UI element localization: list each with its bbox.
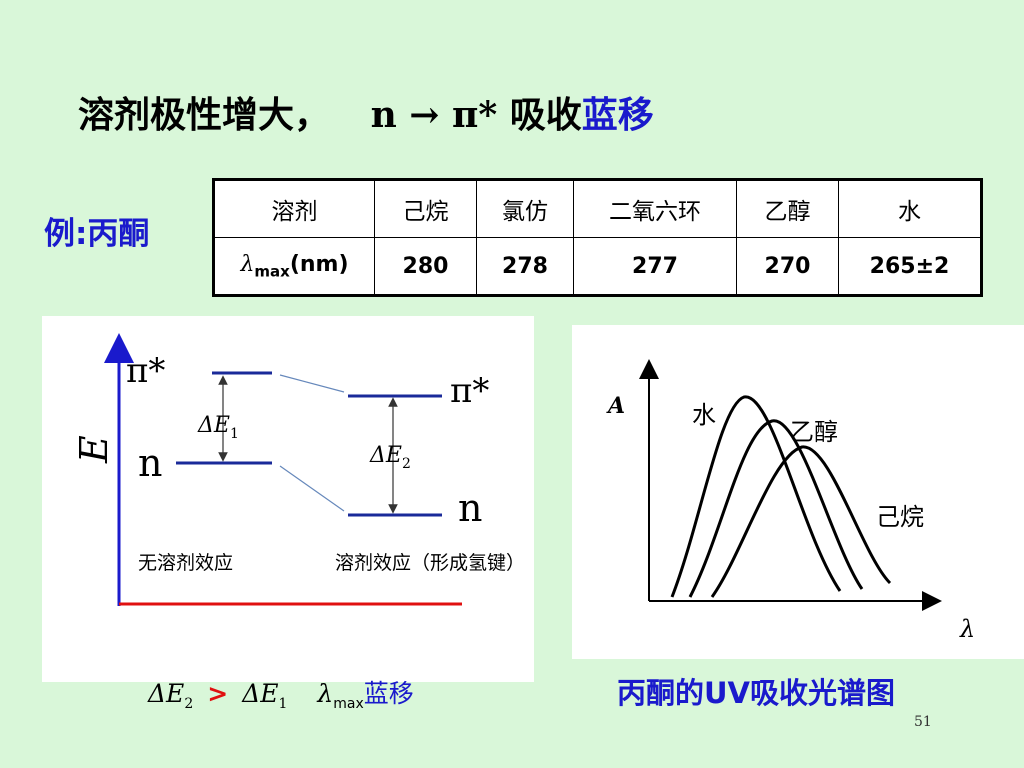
absorbance-label: A (606, 393, 625, 419)
comparison-line: ΔE2 > ΔE1 λmax蓝移 (148, 674, 414, 712)
n-label-right: n (458, 486, 482, 530)
table-header-cell: 己烷 (374, 179, 477, 238)
page-number: 51 (914, 714, 932, 730)
delta-e1-label: ΔE1 (197, 413, 239, 442)
table-header-cell: 溶剂 (213, 179, 375, 238)
water-curve (670, 395, 842, 598)
pi-star-connector (279, 374, 345, 393)
table-cell: 265±2 (838, 237, 982, 296)
table-cell: 277 (573, 237, 737, 296)
unit-label: (nm) (289, 251, 349, 277)
blue-shift-label: 蓝移 (363, 679, 414, 708)
uv-spectrum-panel: A λ 水 乙醇 己烷 (572, 325, 1024, 659)
energy-axis-label: E (72, 435, 116, 464)
no-solvent-caption: 无溶剂效应 (138, 552, 233, 574)
delta-e1-sub: 1 (278, 696, 288, 712)
spectrum-caption: 丙酮的UV吸收光谱图 (617, 676, 895, 710)
n-label-left: n (138, 441, 162, 485)
uv-spectrum: A λ 水 乙醇 己烷 (606, 359, 975, 643)
title-emphasis: 蓝移 (581, 95, 654, 136)
row-label-cell: λmax(nm) (213, 237, 375, 296)
title-transition: n → π* (370, 94, 498, 136)
table-cell: 278 (476, 237, 574, 296)
delta-e1-symbol: ΔE (242, 679, 279, 708)
title-mid: 吸收 (509, 95, 582, 136)
hexane-label: 己烷 (876, 503, 924, 531)
energy-diagram: E π* n π* n ΔE1 ΔE2 无溶剂效应 溶剂效应（形成氢键） (72, 333, 525, 606)
hexane-curve (710, 445, 892, 598)
lambda-symbol: λ (240, 251, 255, 277)
table-header-row: 溶剂 己烷 氯仿 二氧六环 乙醇 水 (213, 179, 982, 238)
wavelength-label: λ (959, 615, 975, 643)
slide-title: 溶剂极性增大， n → π* 吸收蓝移 (78, 86, 654, 138)
title-prefix: 溶剂极性增大， (78, 95, 331, 136)
table-cell: 280 (374, 237, 477, 296)
pi-star-label-right: π* (450, 371, 489, 411)
table-header-cell: 氯仿 (476, 179, 574, 238)
solvent-effect-caption: 溶剂效应（形成氢键） (335, 552, 525, 574)
lambda-max-sub: max (333, 696, 364, 712)
table-header-cell: 乙醇 (736, 179, 839, 238)
water-label: 水 (692, 401, 716, 429)
delta-e2-symbol: ΔE (148, 679, 185, 708)
delta-e2-label: ΔE2 (369, 443, 411, 472)
example-label: 例:丙酮 (44, 216, 150, 252)
table-header-cell: 水 (838, 179, 982, 238)
table-header-cell: 二氧六环 (573, 179, 737, 238)
solvent-table: 溶剂 己烷 氯仿 二氧六环 乙醇 水 λmax(nm) 280 278 277 … (212, 178, 983, 297)
delta-e2-sub: 2 (184, 696, 194, 712)
table-row: λmax(nm) 280 278 277 270 265±2 (213, 237, 982, 296)
lambda-symbol: λ (317, 679, 334, 708)
ethanol-label: 乙醇 (790, 418, 838, 446)
table-cell: 270 (736, 237, 839, 296)
n-connector (279, 465, 345, 512)
ethanol-curve (688, 419, 864, 598)
greater-than: > (207, 679, 229, 708)
lambda-subscript: max (254, 262, 290, 281)
pi-star-label-left: π* (126, 351, 165, 391)
energy-diagram-panel: E π* n π* n ΔE1 ΔE2 无溶剂效应 溶剂效应（形成氢键） (42, 316, 534, 682)
